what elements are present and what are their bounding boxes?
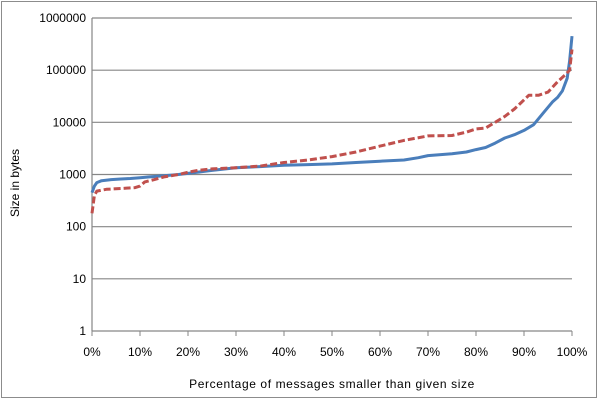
x-tick-label: 0% [83, 345, 101, 359]
x-tick-label: 50% [320, 345, 344, 359]
grid-lines [92, 17, 572, 280]
x-tick-label: 10% [128, 345, 152, 359]
x-tick-label: 90% [512, 345, 536, 359]
x-tick-label: 20% [176, 345, 200, 359]
x-tick-label: 100% [557, 345, 588, 359]
x-axis-title: Percentage of messages smaller than give… [189, 377, 475, 391]
axes [91, 18, 573, 336]
y-tick-label: 10000 [53, 115, 87, 129]
x-tick-label: 30% [224, 345, 248, 359]
y-axis-title: Size in bytes [8, 149, 22, 217]
series-lines [90, 35, 574, 214]
y-tick-labels: 1 10 100 1000 10000 100000 1000000 [39, 11, 86, 338]
series-line-1 [90, 35, 574, 194]
y-tick-label: 1 [79, 324, 86, 338]
y-tick-label: 1000 [59, 168, 86, 182]
y-tick-label: 100000 [46, 63, 86, 77]
x-tick-label: 80% [464, 345, 488, 359]
y-tick-label: 100 [66, 220, 86, 234]
y-tick-label: 10 [73, 272, 87, 286]
x-tick-label: 70% [416, 345, 440, 359]
y-tick-label: 1000000 [39, 11, 86, 25]
x-tick-label: 60% [368, 345, 392, 359]
x-tick-label: 40% [272, 345, 296, 359]
x-tick-labels: 0% 10% 20% 30% 40% 50% 60% 70% 80% 90% 100% [83, 345, 587, 359]
series-line-2 [90, 49, 574, 214]
